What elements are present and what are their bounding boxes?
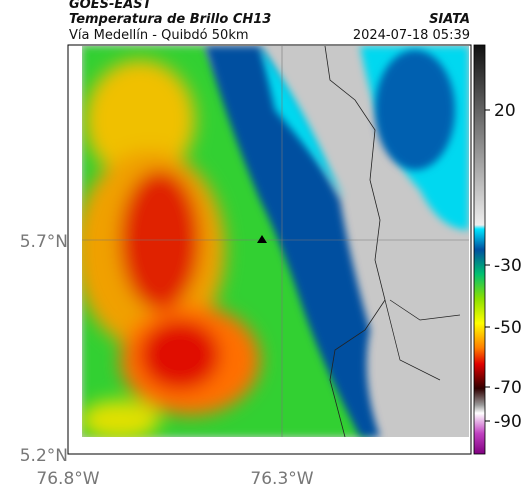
colorbar-tick: -50: [494, 318, 522, 338]
colorbar-tick: -70: [494, 378, 522, 398]
lon-label: 76.3°W: [250, 469, 313, 489]
colorbar-ticks: 20 -30 -50 -70 -90: [485, 101, 522, 432]
imagery: [82, 46, 469, 437]
lat-label: 5.2°N: [20, 446, 68, 466]
lat-label: 5.7°N: [20, 232, 68, 252]
colorbar-tick: -30: [494, 256, 522, 276]
colorbar: [473, 44, 486, 455]
route: Vía Medellín - Quibdó 50km: [69, 28, 249, 43]
title: Temperatura de Brillo CH13: [69, 12, 272, 27]
colorbar-tick: 20: [494, 101, 516, 121]
colorbar-tick: -90: [494, 412, 522, 432]
org: SIATA: [429, 12, 470, 27]
source: GOES-EAST: [69, 0, 152, 12]
lon-label: 76.8°W: [36, 469, 99, 489]
timestamp: 2024-07-18 05:39: [352, 28, 470, 43]
